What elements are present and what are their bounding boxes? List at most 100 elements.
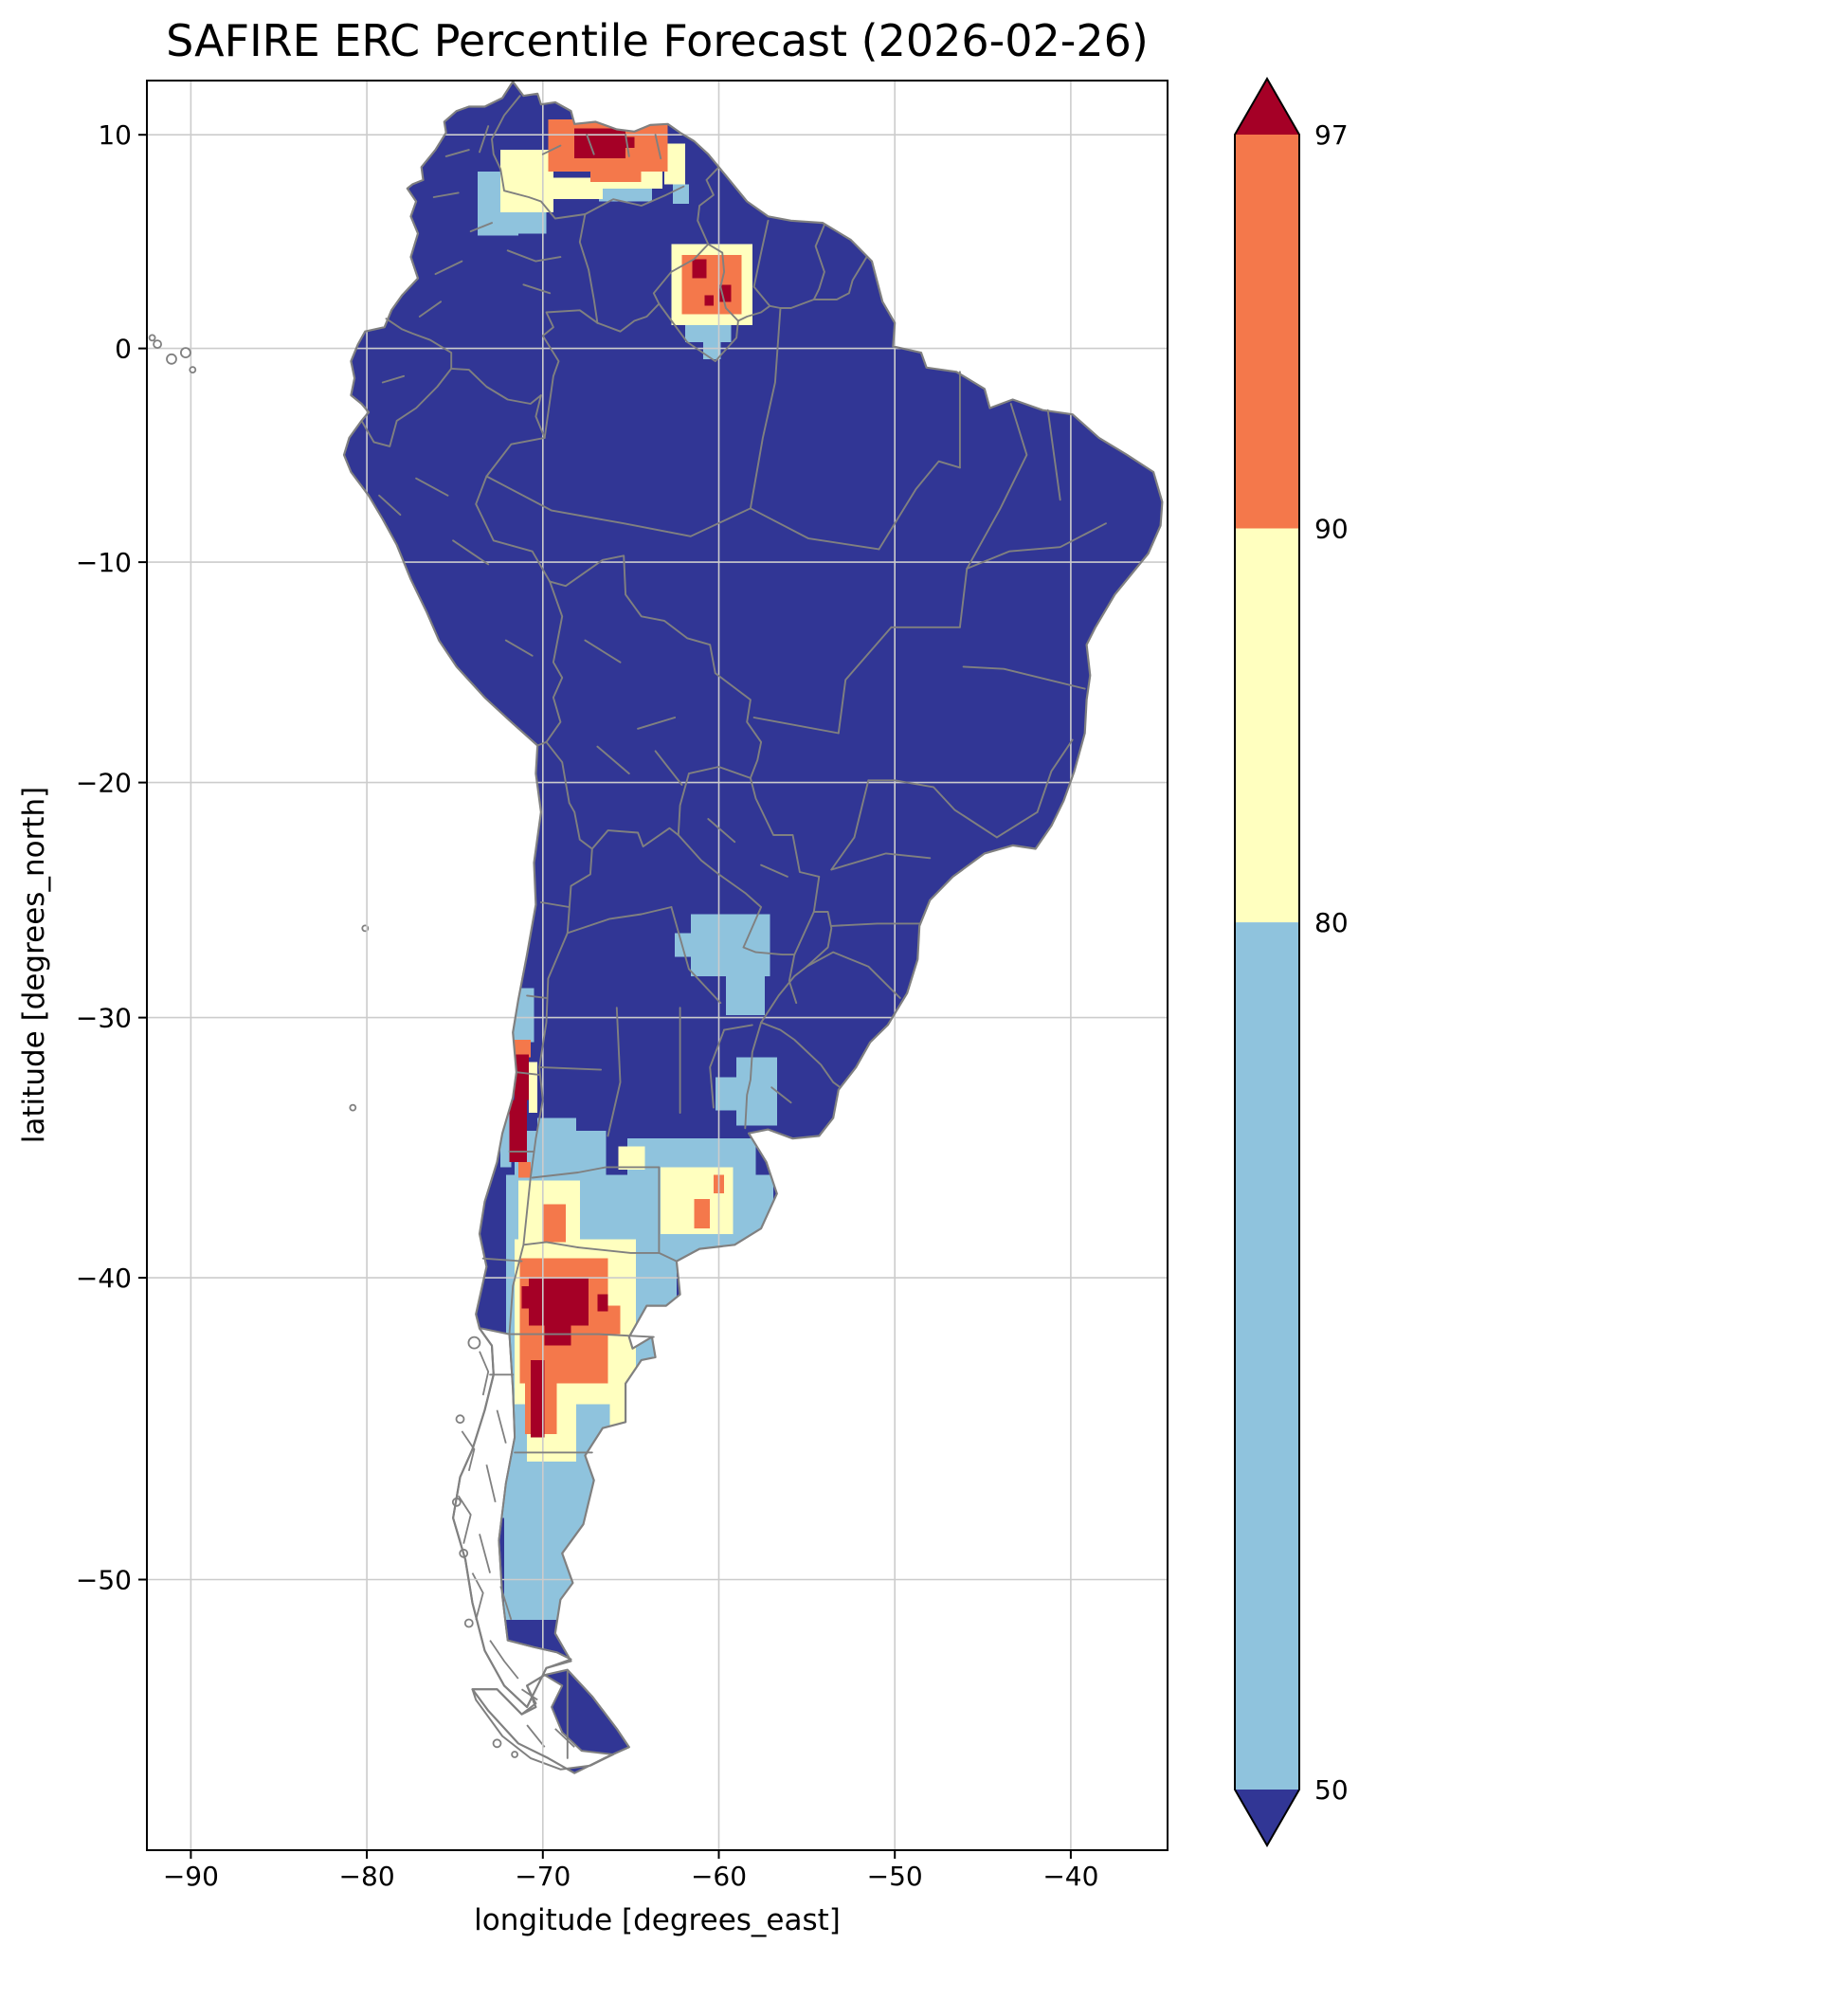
border-line: [760, 1021, 842, 1089]
border-line: [752, 717, 840, 735]
border-line: [878, 460, 961, 551]
x-axis-label: longitude [degrees_east]: [474, 1903, 841, 1937]
x-tick-label: −60: [691, 1861, 747, 1892]
y-tick-label: −50: [76, 1564, 132, 1595]
coastline-tdf: [471, 1668, 630, 1774]
border-line: [707, 818, 736, 844]
border-line: [788, 954, 798, 1005]
border-line: [966, 522, 1107, 570]
colorbar-segment: [1235, 135, 1299, 529]
border-line: [779, 299, 815, 309]
border-line: [749, 507, 880, 551]
border-line: [432, 191, 460, 198]
border-line: [760, 863, 788, 878]
island: [467, 1336, 481, 1350]
raster-region-b: [702, 333, 721, 359]
border-line: [830, 922, 921, 927]
border-line: [744, 1021, 763, 1130]
fjord-line: [479, 1351, 490, 1396]
raster-region-o: [694, 1198, 711, 1229]
border-line: [760, 911, 833, 1024]
border-line: [723, 1024, 753, 1031]
border-line: [545, 740, 593, 850]
fjord-line: [489, 1640, 519, 1680]
raster-region-o: [517, 1161, 531, 1178]
raster-region-b: [599, 188, 652, 202]
border-line: [586, 134, 595, 155]
border-line: [498, 847, 593, 1661]
border-line: [1036, 738, 1074, 813]
raster-region-r: [528, 1278, 589, 1326]
island-galapagos: [189, 366, 197, 374]
border-line: [806, 951, 901, 999]
raster-region-r: [544, 1325, 571, 1346]
border-line: [697, 166, 720, 245]
border-line: [531, 1166, 661, 1179]
y-tick-label: −20: [76, 767, 132, 798]
island: [455, 1414, 465, 1425]
border-line: [770, 1086, 792, 1104]
border-line: [677, 834, 815, 956]
island: [349, 1103, 357, 1112]
border-line: [450, 367, 546, 439]
border-line: [590, 827, 679, 850]
island: [463, 1618, 474, 1628]
admin-borders: [360, 95, 1107, 1759]
island-galapagos: [179, 347, 191, 359]
raster-region-y: [528, 1062, 538, 1113]
border-line: [867, 779, 998, 839]
border-line: [584, 639, 622, 663]
y-tick-label: −40: [76, 1263, 132, 1294]
border-line: [452, 539, 490, 566]
fjord-line: [496, 1409, 507, 1444]
island-galapagos: [148, 334, 156, 342]
y-tick-label: −30: [76, 1002, 132, 1033]
border-line: [444, 149, 470, 157]
border-line: [508, 1333, 655, 1338]
fjord-line: [479, 1534, 491, 1573]
border-line: [566, 906, 673, 935]
raster-region-r: [597, 1294, 608, 1312]
graticule: [147, 81, 1168, 1850]
raster-region-r: [515, 1054, 529, 1100]
island-galapagos: [166, 353, 177, 365]
colorbar-outline: [1234, 76, 1300, 1848]
border-line: [536, 740, 548, 747]
border-line: [749, 307, 782, 510]
raster-region-b: [500, 1097, 512, 1168]
border-line: [752, 219, 771, 307]
y-tick-label: −10: [76, 547, 132, 578]
x-tick-label: −50: [867, 1861, 923, 1892]
chart-title: SAFIRE ERC Percentile Forecast (2026-02-…: [166, 15, 1149, 66]
raster-region-b: [715, 1077, 737, 1111]
axes-frame: [146, 80, 1169, 1851]
colorbar-tick-label: 50: [1314, 1774, 1349, 1806]
raster-region-r: [521, 1285, 529, 1309]
border-line: [625, 134, 630, 157]
fjord-line: [485, 1464, 497, 1503]
border-line: [381, 374, 406, 384]
border-line: [545, 580, 564, 743]
border-line: [549, 554, 763, 779]
x-tick-label: −40: [1042, 1861, 1098, 1892]
raster-region-b: [725, 975, 765, 1015]
border-line: [479, 125, 490, 154]
border-line: [491, 95, 599, 324]
border-line: [958, 567, 969, 628]
map-plot-area: [147, 81, 1168, 1850]
border-line: [812, 224, 825, 300]
border-line: [434, 260, 463, 276]
border-line: [830, 852, 932, 871]
border-line: [1046, 409, 1061, 501]
coastline: [342, 81, 1164, 1709]
raster-region-b: [504, 1517, 610, 1620]
fjord-line: [554, 1728, 575, 1748]
border-line: [654, 134, 662, 160]
border-line: [584, 185, 685, 215]
raster-region-r: [509, 1099, 528, 1162]
colorbar-segment: [1235, 528, 1299, 922]
border-line: [539, 901, 571, 908]
border-line: [837, 626, 893, 735]
